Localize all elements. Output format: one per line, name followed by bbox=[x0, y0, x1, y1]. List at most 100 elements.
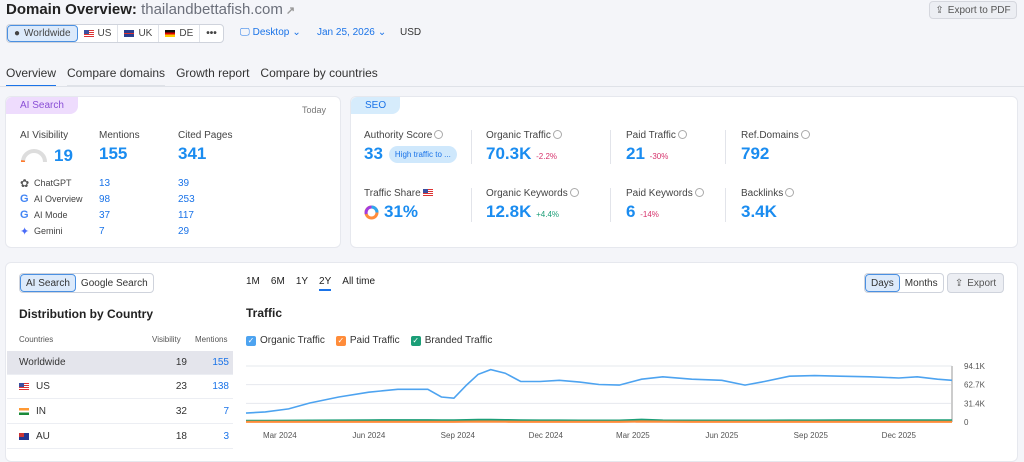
range-1m[interactable]: 1M bbox=[246, 276, 260, 291]
tab-growth-report[interactable]: Growth report bbox=[176, 66, 249, 87]
region-us[interactable]: US bbox=[78, 25, 119, 42]
y-tick-label: 62.7K bbox=[964, 381, 986, 390]
toggle-ai-search[interactable]: AI Search bbox=[20, 274, 76, 292]
export-button[interactable]: ⇪Export bbox=[947, 273, 1004, 293]
source-cited[interactable]: 39 bbox=[178, 178, 189, 189]
tab-compare-domains[interactable]: Compare domains bbox=[67, 66, 165, 87]
checkbox-icon[interactable]: ✓ bbox=[336, 336, 346, 346]
paid-traffic-value[interactable]: 21 bbox=[626, 144, 645, 163]
export-label: Export bbox=[967, 278, 996, 289]
info-icon[interactable] bbox=[695, 188, 704, 197]
info-icon[interactable] bbox=[801, 130, 810, 139]
distribution-title: Distribution by Country bbox=[19, 307, 153, 321]
legend-branded[interactable]: ✓Branded Traffic bbox=[411, 335, 493, 346]
paid-traffic-label: Paid Traffic bbox=[626, 130, 687, 141]
ai-visibility: 19 bbox=[20, 146, 73, 166]
checkbox-icon[interactable]: ✓ bbox=[246, 336, 256, 346]
country-name: Worldwide bbox=[19, 357, 66, 368]
legend-label: Paid Traffic bbox=[350, 335, 400, 346]
ref-domains-value[interactable]: 792 bbox=[741, 144, 769, 164]
backlinks-value[interactable]: 3.4K bbox=[741, 202, 777, 222]
organic-keywords-value[interactable]: 12.8K bbox=[486, 202, 531, 221]
info-icon[interactable] bbox=[678, 130, 687, 139]
label-text: Traffic Share bbox=[364, 188, 421, 199]
organic-traffic-value[interactable]: 70.3K bbox=[486, 144, 531, 163]
chevron-down-icon: ⌄ bbox=[292, 27, 300, 38]
mentions-cell[interactable]: 138 bbox=[187, 381, 229, 392]
country-cell: US bbox=[7, 381, 137, 392]
external-link-icon[interactable]: ↗ bbox=[286, 5, 295, 17]
y-tick-label: 94.1K bbox=[964, 362, 986, 371]
tab-overview[interactable]: Overview bbox=[6, 66, 56, 87]
legend-organic[interactable]: ✓Organic Traffic bbox=[246, 335, 325, 346]
date-dropdown[interactable]: Jan 25, 2026⌄ bbox=[317, 27, 386, 38]
domain-link[interactable]: thailandbettafish.com bbox=[141, 1, 283, 18]
x-tick-label: Jun 2025 bbox=[705, 431, 738, 440]
source-mentions[interactable]: 98 bbox=[99, 194, 178, 205]
toggle-months[interactable]: Months bbox=[900, 274, 943, 292]
authority-badge[interactable]: High traffic to ... bbox=[389, 146, 457, 163]
us-flag-icon bbox=[84, 30, 94, 37]
device-dropdown[interactable]: 🖵Desktop⌄ bbox=[240, 27, 301, 38]
country-cell: IN bbox=[7, 406, 137, 417]
x-tick-label: Dec 2024 bbox=[529, 431, 564, 440]
legend-paid[interactable]: ✓ Paid Traffic bbox=[336, 335, 400, 346]
info-icon[interactable] bbox=[553, 130, 562, 139]
range-all-time[interactable]: All time bbox=[342, 276, 375, 291]
more-regions-button[interactable]: ••• bbox=[200, 25, 223, 42]
seo-tag: SEO bbox=[351, 97, 400, 114]
x-tick-label: Jun 2024 bbox=[352, 431, 385, 440]
cited-pages-value[interactable]: 341 bbox=[178, 144, 206, 164]
country-cell: Worldwide bbox=[7, 357, 137, 368]
ref-domains-label: Ref.Domains bbox=[741, 130, 810, 141]
region-selector: ●Worldwide US UK DE ••• bbox=[6, 24, 224, 43]
tab-compare-by-countries[interactable]: Compare by countries bbox=[260, 66, 377, 87]
export-pdf-button[interactable]: ⇪Export to PDF bbox=[929, 1, 1017, 19]
visibility-cell: 19 bbox=[137, 357, 187, 368]
source-mentions[interactable]: 13 bbox=[99, 178, 178, 189]
toggle-google-search[interactable]: Google Search bbox=[76, 274, 153, 292]
in-flag-icon bbox=[19, 408, 29, 415]
cited-pages-label: Cited Pages bbox=[178, 130, 232, 141]
organic-keywords-label: Organic Keywords bbox=[486, 188, 579, 199]
range-2y[interactable]: 2Y bbox=[319, 276, 331, 291]
range-6m[interactable]: 6M bbox=[271, 276, 285, 291]
divider bbox=[471, 130, 472, 164]
de-flag-icon bbox=[165, 30, 175, 37]
authority-score-value[interactable]: 33 bbox=[364, 144, 383, 164]
range-1y[interactable]: 1Y bbox=[296, 276, 308, 291]
mentions-cell[interactable]: 3 bbox=[187, 431, 229, 442]
series-line-organic-traffic bbox=[246, 370, 952, 414]
source-mentions[interactable]: 7 bbox=[99, 226, 178, 237]
source-cited[interactable]: 29 bbox=[178, 226, 189, 237]
toggle-days[interactable]: Days bbox=[865, 274, 900, 292]
paid-keywords-value[interactable]: 6 bbox=[626, 202, 635, 221]
source-cited[interactable]: 253 bbox=[178, 194, 195, 205]
mentions-value[interactable]: 155 bbox=[99, 144, 127, 164]
info-icon[interactable] bbox=[785, 188, 794, 197]
visibility-gauge bbox=[20, 148, 48, 164]
divider bbox=[610, 188, 611, 222]
region-uk[interactable]: UK bbox=[118, 25, 159, 42]
info-icon[interactable] bbox=[434, 130, 443, 139]
region-de[interactable]: DE bbox=[159, 25, 200, 42]
x-tick-label: Dec 2025 bbox=[882, 431, 917, 440]
checkbox-icon[interactable]: ✓ bbox=[411, 336, 421, 346]
mentions-cell[interactable]: 155 bbox=[187, 357, 229, 368]
source-mentions[interactable]: 37 bbox=[99, 210, 178, 221]
source-cited[interactable]: 117 bbox=[178, 210, 194, 221]
info-icon[interactable] bbox=[570, 188, 579, 197]
region-label: DE bbox=[179, 28, 193, 39]
region-worldwide[interactable]: ●Worldwide bbox=[7, 25, 78, 42]
traffic-share: 31% bbox=[364, 202, 418, 222]
mentions-cell[interactable]: 7 bbox=[187, 406, 229, 417]
